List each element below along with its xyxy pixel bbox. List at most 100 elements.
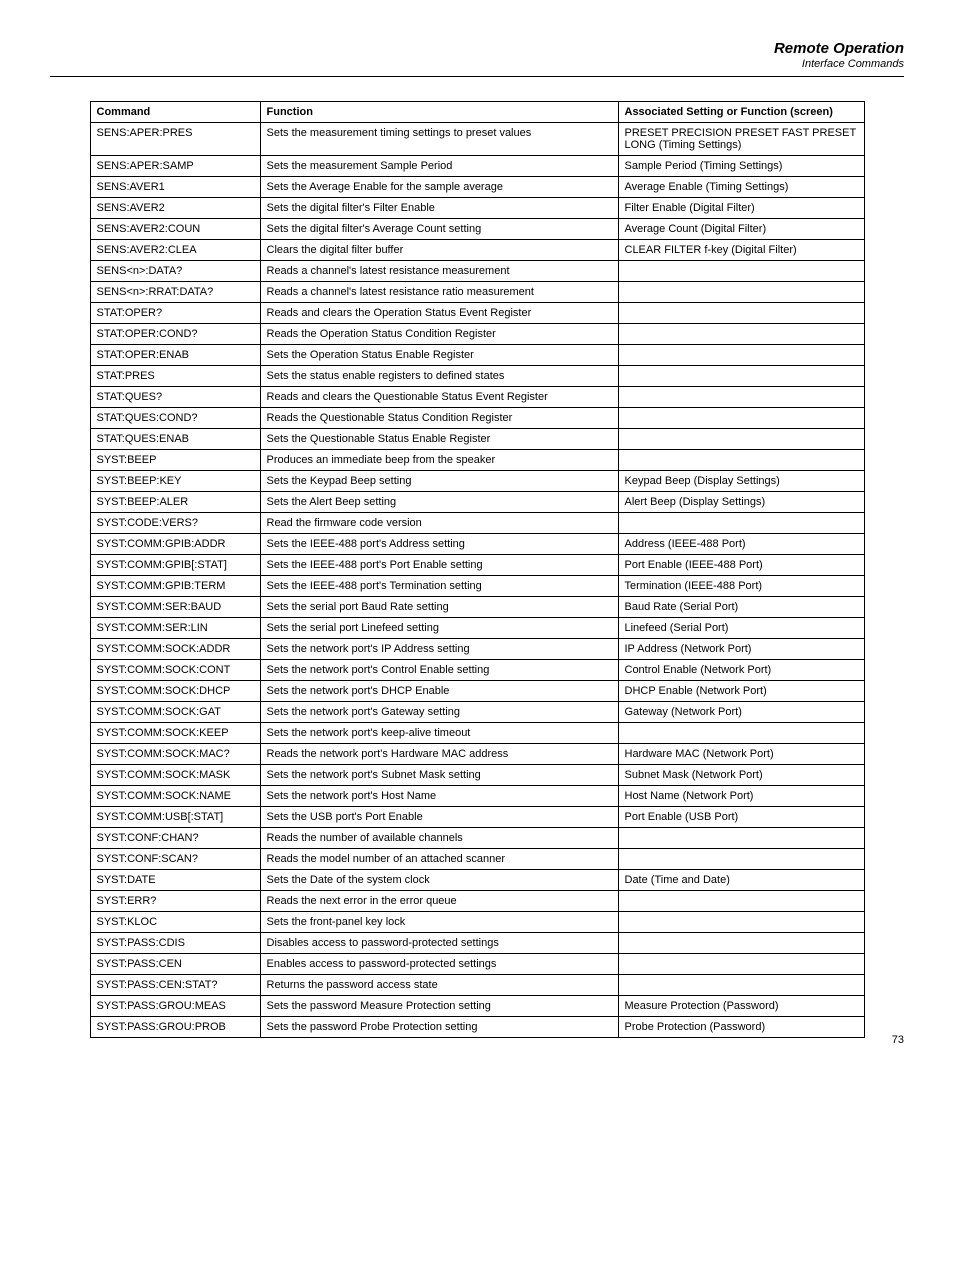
cell-command: SENS:AVER2 — [90, 198, 260, 219]
cell-setting: Linefeed (Serial Port) — [618, 618, 864, 639]
cell-setting: Average Enable (Timing Settings) — [618, 177, 864, 198]
table-row: SYST:COMM:SOCK:MASKSets the network port… — [90, 765, 864, 786]
cell-command: SENS:AVER2:COUN — [90, 219, 260, 240]
cell-setting — [618, 324, 864, 345]
table-row: SENS:AVER1Sets the Average Enable for th… — [90, 177, 864, 198]
cell-setting: Port Enable (IEEE-488 Port) — [618, 555, 864, 576]
col-header-command: Command — [90, 102, 260, 123]
cell-function: Sets the network port's keep-alive timeo… — [260, 723, 618, 744]
cell-command: SYST:CODE:VERS? — [90, 513, 260, 534]
cell-function: Enables access to password-protected set… — [260, 954, 618, 975]
table-row: SYST:PASS:GROU:MEASSets the password Mea… — [90, 996, 864, 1017]
cell-setting: Filter Enable (Digital Filter) — [618, 198, 864, 219]
cell-function: Sets the Questionable Status Enable Regi… — [260, 429, 618, 450]
cell-command: SYST:COMM:GPIB[:STAT] — [90, 555, 260, 576]
cell-setting — [618, 828, 864, 849]
table-row: SYST:COMM:GPIB[:STAT]Sets the IEEE-488 p… — [90, 555, 864, 576]
cell-command: SYST:PASS:CDIS — [90, 933, 260, 954]
cell-command: STAT:QUES:COND? — [90, 408, 260, 429]
cell-setting: Host Name (Network Port) — [618, 786, 864, 807]
cell-command: STAT:OPER? — [90, 303, 260, 324]
cell-command: SYST:PASS:CEN:STAT? — [90, 975, 260, 996]
table-row: SENS:APER:SAMPSets the measurement Sampl… — [90, 156, 864, 177]
cell-function: Sets the serial port Baud Rate setting — [260, 597, 618, 618]
cell-function: Sets the status enable registers to defi… — [260, 366, 618, 387]
page-number: 73 — [892, 1034, 904, 1046]
table-row: SYST:COMM:USB[:STAT]Sets the USB port's … — [90, 807, 864, 828]
table-row: SYST:PASS:CDISDisables access to passwor… — [90, 933, 864, 954]
table-row: SYST:PASS:CEN:STAT?Returns the password … — [90, 975, 864, 996]
cell-function: Reads a channel's latest resistance rati… — [260, 282, 618, 303]
cell-function: Sets the digital filter's Average Count … — [260, 219, 618, 240]
table-row: SENS<n>:DATA?Reads a channel's latest re… — [90, 261, 864, 282]
table-row: SENS:AVER2:COUNSets the digital filter's… — [90, 219, 864, 240]
table-row: SYST:ERR?Reads the next error in the err… — [90, 891, 864, 912]
cell-setting: CLEAR FILTER f-key (Digital Filter) — [618, 240, 864, 261]
cell-function: Reads and clears the Operation Status Ev… — [260, 303, 618, 324]
cell-function: Sets the network port's Host Name — [260, 786, 618, 807]
table-row: SYST:COMM:GPIB:TERMSets the IEEE-488 por… — [90, 576, 864, 597]
cell-function: Reads a channel's latest resistance meas… — [260, 261, 618, 282]
cell-function: Sets the Operation Status Enable Registe… — [260, 345, 618, 366]
cell-function: Clears the digital filter buffer — [260, 240, 618, 261]
table-row: SENS:APER:PRESSets the measurement timin… — [90, 123, 864, 156]
table-row: SYST:COMM:SOCK:CONTSets the network port… — [90, 660, 864, 681]
cell-setting — [618, 387, 864, 408]
table-row: STAT:OPER:COND?Reads the Operation Statu… — [90, 324, 864, 345]
cell-function: Sets the network port's Gateway setting — [260, 702, 618, 723]
header-subtitle: Interface Commands — [50, 58, 904, 70]
cell-function: Sets the network port's DHCP Enable — [260, 681, 618, 702]
table-row: SENS:AVER2:CLEAClears the digital filter… — [90, 240, 864, 261]
cell-function: Sets the measurement timing settings to … — [260, 123, 618, 156]
cell-function: Sets the Alert Beep setting — [260, 492, 618, 513]
cell-function: Sets the IEEE-488 port's Address setting — [260, 534, 618, 555]
cell-setting — [618, 450, 864, 471]
table-row: SYST:BEEP:ALERSets the Alert Beep settin… — [90, 492, 864, 513]
cell-command: STAT:PRES — [90, 366, 260, 387]
table-row: SENS<n>:RRAT:DATA?Reads a channel's late… — [90, 282, 864, 303]
table-row: SENS:AVER2Sets the digital filter's Filt… — [90, 198, 864, 219]
cell-function: Sets the Average Enable for the sample a… — [260, 177, 618, 198]
cell-function: Reads the number of available channels — [260, 828, 618, 849]
cell-setting: Alert Beep (Display Settings) — [618, 492, 864, 513]
cell-setting — [618, 513, 864, 534]
cell-function: Read the firmware code version — [260, 513, 618, 534]
table-row: SYST:COMM:SOCK:ADDRSets the network port… — [90, 639, 864, 660]
table-row: STAT:QUES:ENABSets the Questionable Stat… — [90, 429, 864, 450]
cell-function: Reads the Operation Status Condition Reg… — [260, 324, 618, 345]
commands-table: Command Function Associated Setting or F… — [90, 101, 865, 1038]
cell-command: SENS:AVER1 — [90, 177, 260, 198]
cell-command: SYST:COMM:SER:BAUD — [90, 597, 260, 618]
cell-setting — [618, 954, 864, 975]
cell-function: Reads the next error in the error queue — [260, 891, 618, 912]
table-row: STAT:OPER:ENABSets the Operation Status … — [90, 345, 864, 366]
cell-function: Sets the IEEE-488 port's Termination set… — [260, 576, 618, 597]
cell-command: SYST:PASS:GROU:MEAS — [90, 996, 260, 1017]
cell-function: Sets the IEEE-488 port's Port Enable set… — [260, 555, 618, 576]
table-header-row: Command Function Associated Setting or F… — [90, 102, 864, 123]
cell-setting: Keypad Beep (Display Settings) — [618, 471, 864, 492]
cell-command: SYST:DATE — [90, 870, 260, 891]
table-head: Command Function Associated Setting or F… — [90, 102, 864, 123]
cell-setting — [618, 408, 864, 429]
cell-setting — [618, 849, 864, 870]
cell-function: Reads the model number of an attached sc… — [260, 849, 618, 870]
cell-function: Produces an immediate beep from the spea… — [260, 450, 618, 471]
cell-setting: Subnet Mask (Network Port) — [618, 765, 864, 786]
cell-function: Sets the password Probe Protection setti… — [260, 1017, 618, 1038]
cell-function: Sets the Keypad Beep setting — [260, 471, 618, 492]
cell-function: Sets the digital filter's Filter Enable — [260, 198, 618, 219]
table-row: SYST:COMM:SER:BAUDSets the serial port B… — [90, 597, 864, 618]
cell-command: SYST:BEEP:KEY — [90, 471, 260, 492]
cell-command: STAT:QUES:ENAB — [90, 429, 260, 450]
cell-function: Sets the password Measure Protection set… — [260, 996, 618, 1017]
cell-command: SYST:ERR? — [90, 891, 260, 912]
cell-setting — [618, 933, 864, 954]
cell-command: SYST:COMM:SOCK:ADDR — [90, 639, 260, 660]
cell-setting — [618, 366, 864, 387]
cell-command: SYST:COMM:SOCK:NAME — [90, 786, 260, 807]
cell-setting — [618, 975, 864, 996]
cell-setting: DHCP Enable (Network Port) — [618, 681, 864, 702]
page-container: Remote Operation Interface Commands Comm… — [0, 0, 954, 1068]
table-row: SYST:COMM:SOCK:MAC?Reads the network por… — [90, 744, 864, 765]
